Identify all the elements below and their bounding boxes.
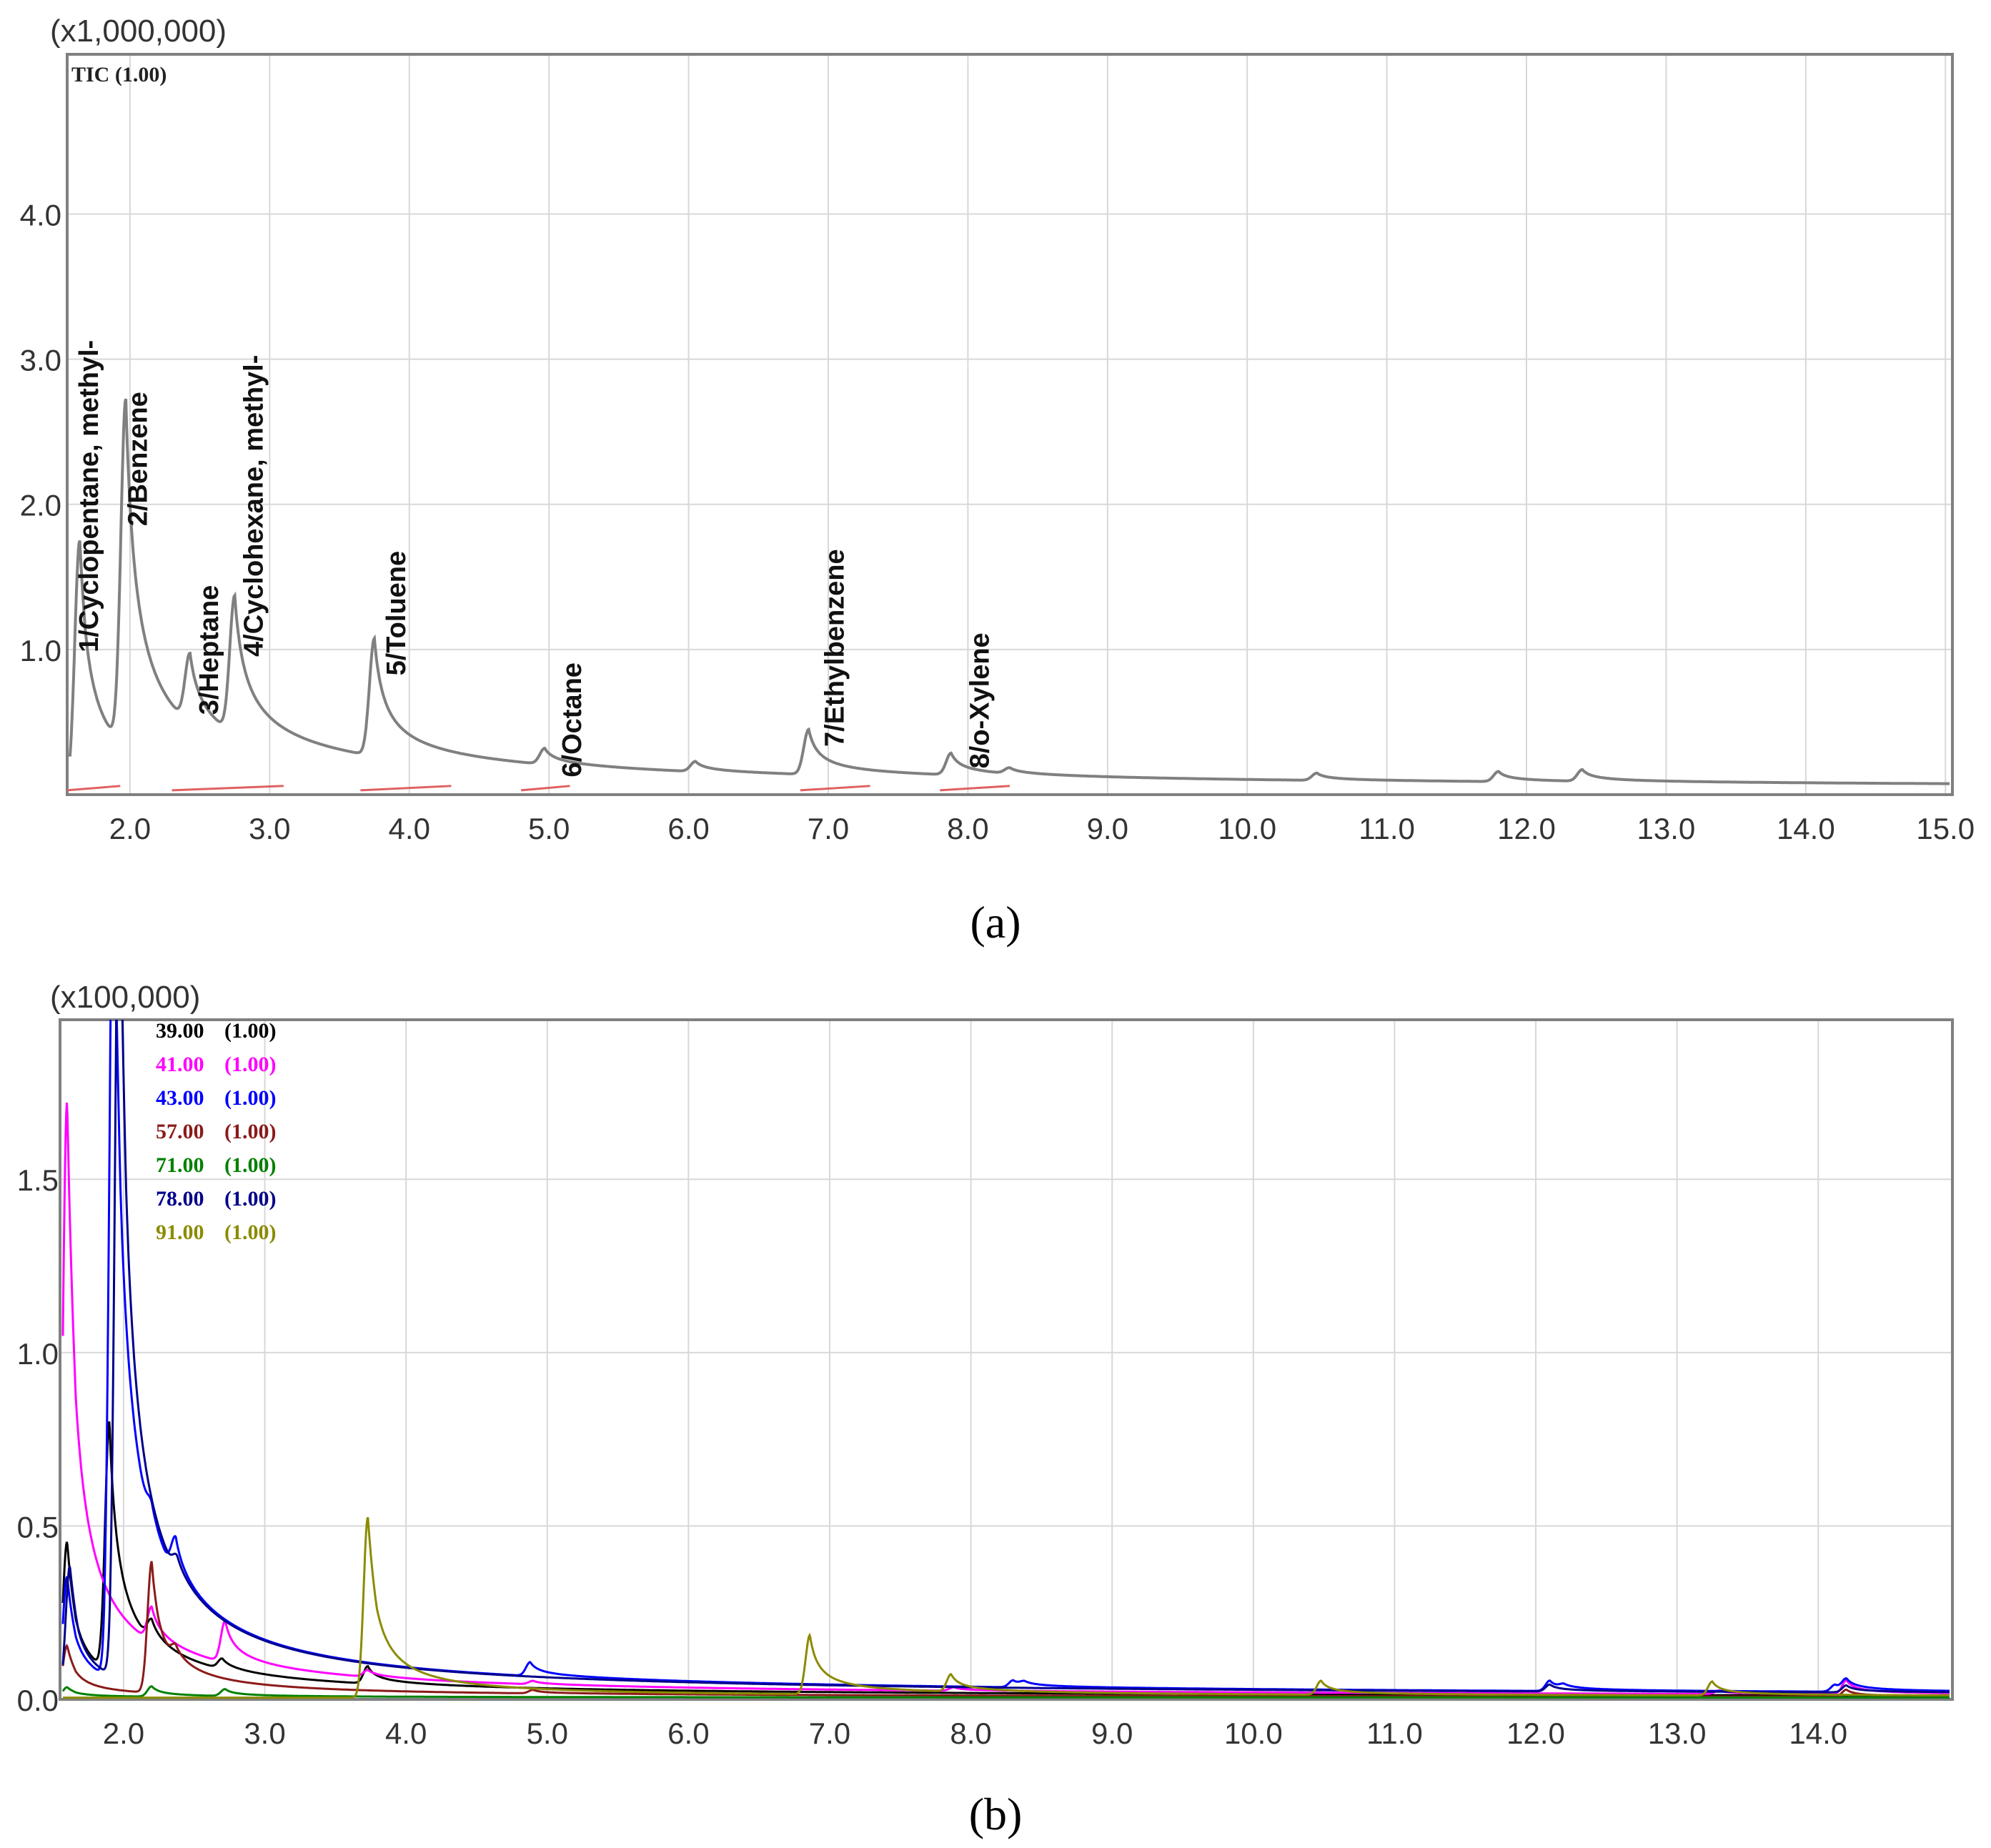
- x-tick-label: 5.0: [528, 812, 570, 845]
- caption-a: (a): [970, 897, 1021, 948]
- peak-label: 8/o-Xylene: [965, 632, 996, 768]
- x-tick-label: 5.0: [527, 1717, 568, 1750]
- peak-label: 3/Heptane: [194, 585, 224, 715]
- peak-label: 5/Toluene: [382, 551, 412, 676]
- peak-label: 4/Cyclohexane, methyl-: [239, 355, 269, 657]
- legend-series-name: 91.00: [156, 1221, 204, 1244]
- integration-baseline: [66, 785, 121, 792]
- x-tick-label: 7.0: [809, 1717, 850, 1750]
- x-tick-label: 6.0: [667, 1717, 709, 1750]
- x-tick-label: 10.0: [1218, 812, 1276, 845]
- peak-label: 7/Ethylbenzene: [820, 549, 850, 747]
- x-tick-label: 12.0: [1497, 812, 1556, 845]
- x-tick-label: 8.0: [947, 812, 988, 845]
- legend-series-factor: (1.00): [224, 1086, 276, 1110]
- x-tick-label: 14.0: [1777, 812, 1835, 845]
- x-tick-label: 3.0: [249, 812, 290, 845]
- y-tick-label: 2.0: [20, 489, 61, 522]
- x-tick-label: 3.0: [244, 1717, 285, 1750]
- x-tick-label: 15.0: [1916, 812, 1975, 845]
- x-tick-label: 12.0: [1506, 1717, 1565, 1750]
- y-tick-label: 1.5: [17, 1163, 59, 1197]
- x-tick-label: 9.0: [1091, 1717, 1133, 1750]
- legend-series-factor: (1.00): [224, 1153, 276, 1177]
- chart-panel-b: 2.0 3.0 4.0 5.0 6.0 7.0 8.0 9.0 10.0 11.0 12.0 13.0…: [17, 980, 1954, 1750]
- legend-series-name: 57.00: [156, 1120, 204, 1143]
- y-tick-label: 0.0: [17, 1684, 59, 1717]
- multiplier-label: (x100,000): [50, 980, 200, 1015]
- peak-label: 2/Benzene: [123, 392, 153, 526]
- x-tick-label: 4.0: [385, 1717, 427, 1750]
- integration-baseline: [520, 785, 570, 792]
- legend-series-name: 39.00: [156, 1019, 204, 1043]
- legend-series-factor: (1.00): [224, 1053, 276, 1076]
- x-tick-label: 2.0: [103, 1717, 144, 1750]
- x-tick-label: 6.0: [667, 812, 709, 845]
- series-line: [61, 1102, 1950, 1695]
- x-tick-label: 13.0: [1648, 1717, 1707, 1750]
- y-tick-label: 3.0: [20, 344, 61, 377]
- legend-series-factor: (1.00): [224, 1120, 276, 1143]
- series-line: [61, 1020, 1950, 1693]
- plot-frame: [66, 53, 1954, 796]
- chart-panel-a: 2.0 3.0 4.0 5.0 6.0 7.0 8.0 9.0 10.0 11.0 12.0 13.0…: [20, 14, 1975, 845]
- legend-series-name: 78.00: [156, 1187, 204, 1211]
- x-tick-label: 9.0: [1087, 812, 1128, 845]
- trace-label: TIC (1.00): [71, 63, 167, 86]
- peak-label: 1/Cyclopentane, methyl-: [74, 340, 104, 652]
- x-tick-label: 8.0: [950, 1717, 991, 1750]
- x-tick-label: 13.0: [1637, 812, 1696, 845]
- series-line: [61, 1685, 1950, 1699]
- y-tick-label: 1.0: [17, 1337, 59, 1371]
- legend-series-name: 41.00: [156, 1053, 204, 1076]
- y-tick-label: 1.0: [20, 634, 61, 667]
- integration-baseline: [172, 785, 284, 792]
- series-line: [61, 1020, 1950, 1694]
- x-tick-label: 14.0: [1789, 1717, 1847, 1750]
- y-tick-label: 0.5: [17, 1510, 59, 1544]
- x-tick-label: 7.0: [808, 812, 849, 845]
- peak-label: 6/Octane: [557, 662, 587, 778]
- x-tick-label: 11.0: [1366, 1717, 1423, 1750]
- x-tick-label: 10.0: [1224, 1717, 1283, 1750]
- tic-trace: [68, 398, 1950, 785]
- series-line: [61, 1421, 1950, 1697]
- x-tick-label: 4.0: [389, 812, 430, 845]
- legend-series-factor: (1.00): [224, 1187, 276, 1211]
- legend-series-factor: (1.00): [224, 1221, 276, 1244]
- caption-b: (b): [969, 1789, 1023, 1839]
- series-line: [61, 1561, 1950, 1698]
- plot-frame: [59, 1018, 1954, 1701]
- integration-baseline: [940, 785, 1011, 792]
- legend-series-name: 71.00: [156, 1153, 204, 1177]
- x-tick-label: 11.0: [1359, 812, 1415, 845]
- integration-baseline: [800, 785, 870, 792]
- integration-baseline: [360, 785, 452, 792]
- y-tick-label: 4.0: [20, 198, 61, 232]
- x-tick-label: 2.0: [109, 812, 151, 845]
- series-line: [63, 1516, 1950, 1699]
- legend-series-name: 43.00: [156, 1086, 204, 1110]
- legend-series-factor: (1.00): [224, 1019, 276, 1043]
- multiplier-label: (x1,000,000): [50, 14, 227, 49]
